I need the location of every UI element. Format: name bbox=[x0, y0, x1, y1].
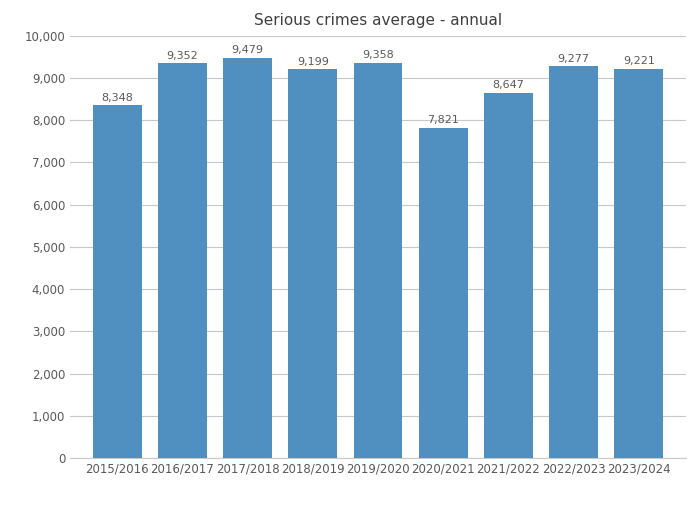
Text: 9,352: 9,352 bbox=[167, 51, 198, 61]
Bar bbox=[419, 128, 468, 458]
Bar bbox=[615, 69, 663, 458]
Text: 8,348: 8,348 bbox=[102, 93, 133, 103]
Text: 9,221: 9,221 bbox=[623, 56, 654, 66]
Text: 8,647: 8,647 bbox=[492, 80, 524, 91]
Bar bbox=[93, 105, 141, 458]
Text: 7,821: 7,821 bbox=[427, 116, 459, 125]
Text: 9,199: 9,199 bbox=[297, 57, 329, 67]
Bar bbox=[484, 93, 533, 458]
Bar bbox=[354, 63, 402, 458]
Bar bbox=[158, 63, 207, 458]
Bar bbox=[223, 58, 272, 458]
Title: Serious crimes average - annual: Serious crimes average - annual bbox=[254, 13, 502, 27]
Bar bbox=[288, 69, 337, 458]
Text: 9,358: 9,358 bbox=[362, 50, 394, 61]
Bar bbox=[549, 66, 598, 458]
Text: 9,277: 9,277 bbox=[558, 54, 589, 64]
Text: 9,479: 9,479 bbox=[232, 45, 264, 55]
